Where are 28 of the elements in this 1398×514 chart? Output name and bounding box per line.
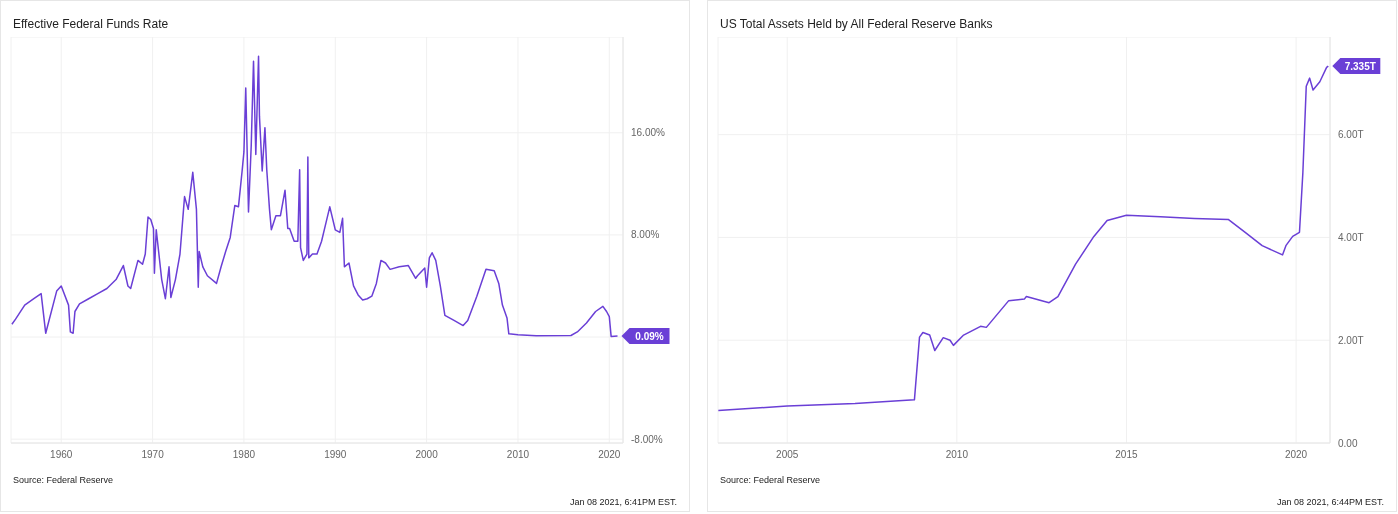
chart-title: Effective Federal Funds Rate <box>13 17 169 31</box>
source-note: Source: Federal Reserve <box>13 475 114 485</box>
chart-title: US Total Assets Held by All Federal Reserve Banks <box>720 17 993 31</box>
line-series <box>718 65 1330 412</box>
annotation: 0.09% <box>635 330 664 342</box>
x-tick-label: 1990 <box>324 449 347 461</box>
line-series <box>11 55 619 338</box>
y-tick-label: 4.00T <box>1338 231 1364 243</box>
text: Jan 08 2021, 6:44PM EST. <box>1276 497 1384 507</box>
y-tick-label: 0.00 <box>1338 437 1358 449</box>
x-tick-label: 2005 <box>776 449 799 461</box>
source-note: Source: Federal Reserve <box>720 475 821 485</box>
x-tick-label: 2010 <box>506 449 530 461</box>
x-tick-label: 1980 <box>232 449 256 461</box>
y-tick-label: 16.00% <box>631 127 666 139</box>
annotation: 7.335T <box>1344 61 1376 73</box>
text: Jan 08 2021, 6:41PM EST. <box>569 497 677 507</box>
x-tick-label: 1960 <box>50 449 73 461</box>
x-tick-label: 2010 <box>945 449 969 461</box>
y-tick-label: 2.00T <box>1338 334 1364 346</box>
x-tick-label: 2020 <box>1284 449 1308 461</box>
y-tick-label: 8.00% <box>631 229 660 241</box>
y-tick-label: -8.00% <box>631 433 663 445</box>
y-tick-label: 6.00T <box>1338 129 1364 141</box>
x-tick-label: 2020 <box>598 449 621 461</box>
x-tick-label: 2000 <box>415 449 439 461</box>
x-tick-label: 2015 <box>1115 449 1139 461</box>
x-tick-label: 1970 <box>141 449 165 461</box>
